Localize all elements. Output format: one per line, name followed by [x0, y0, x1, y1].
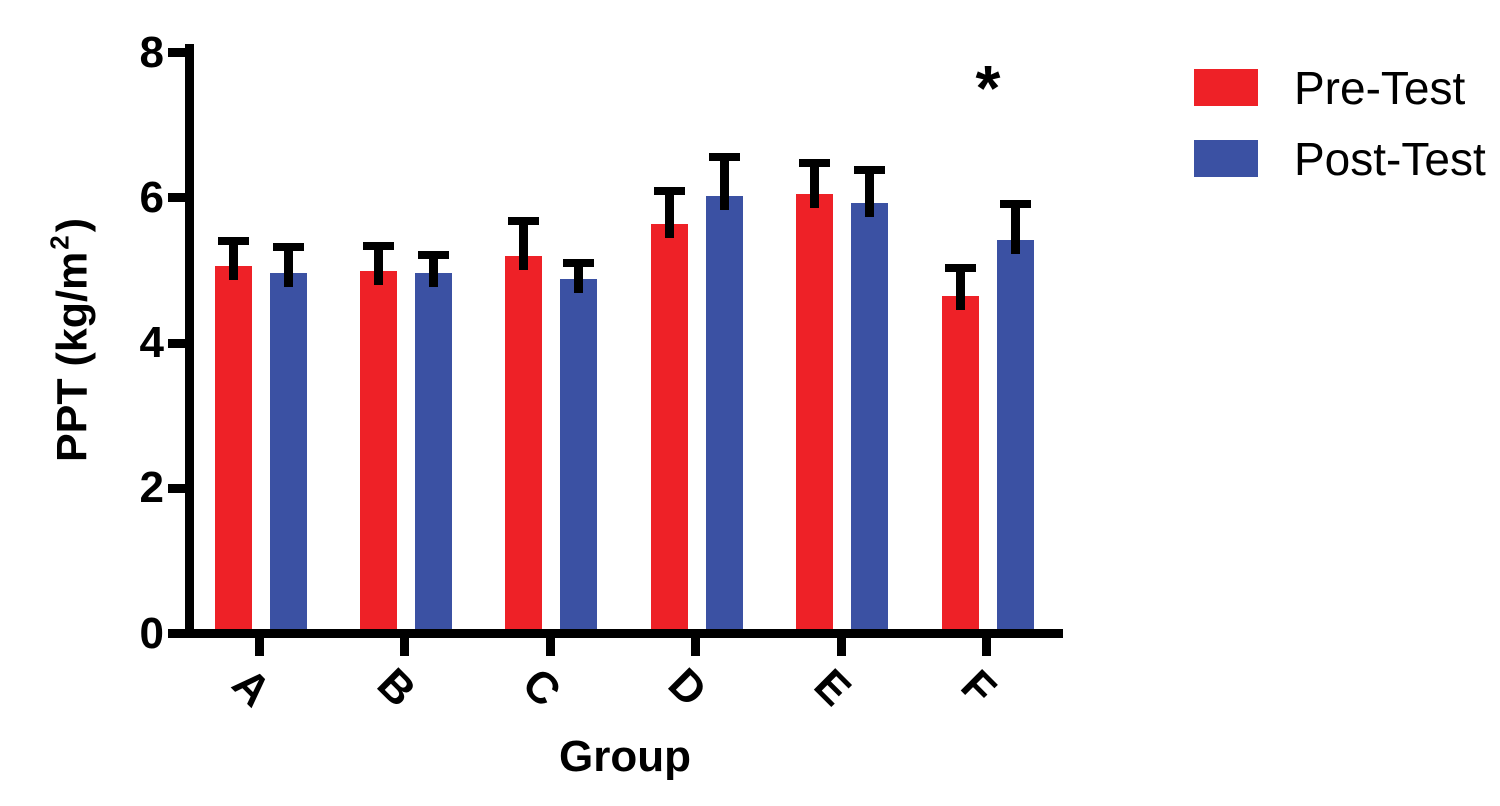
x-axis-title: Group: [559, 732, 691, 781]
x-category-label-C: C: [513, 659, 571, 717]
bar-post-test-F: [996, 240, 1034, 629]
bar-pre-test-D: [650, 223, 688, 629]
bar-post-test-A: [269, 273, 307, 629]
y-axis-title: PPT (kg/m2): [45, 218, 98, 462]
x-category-label-A: A: [222, 659, 280, 717]
y-axis-title-text: PPT (kg/m: [48, 251, 97, 463]
error-bar-stem-post-test-C: [574, 261, 584, 293]
bar-pre-test-E: [796, 193, 834, 629]
error-bar-cap-pre-test-C: [508, 217, 540, 226]
x-tick-B: [400, 637, 410, 656]
y-tick-6: [168, 193, 194, 203]
error-bar-stem-post-test-D: [719, 154, 729, 211]
y-tick-0: [168, 629, 194, 638]
error-bar-cap-post-test-B: [417, 250, 449, 259]
x-category-label-B: B: [367, 659, 425, 717]
error-bar-stem-pre-test-C: [519, 219, 529, 270]
y-tick-label-4: 4: [139, 318, 164, 367]
error-bar-stem-pre-test-F: [955, 265, 965, 310]
legend-swatch-post-test: [1194, 140, 1258, 177]
error-bar-cap-pre-test-A: [217, 236, 249, 245]
y-axis-title-close: ): [48, 217, 97, 233]
y-axis-title-superscript: 2: [44, 235, 75, 250]
x-axis-line: [185, 629, 1063, 638]
x-category-label-E: E: [804, 659, 861, 716]
error-bar-stem-post-test-A: [283, 245, 293, 288]
error-bar-stem-pre-test-D: [664, 188, 674, 238]
error-bar-cap-post-test-A: [272, 243, 304, 252]
legend-label-post-test: Post-Test: [1294, 133, 1486, 185]
error-bar-stem-post-test-F: [1010, 201, 1020, 255]
bar-pre-test-A: [214, 265, 252, 629]
x-tick-F: [982, 637, 991, 656]
bar-post-test-B: [414, 273, 452, 629]
y-tick-4: [168, 338, 194, 348]
y-tick-label-2: 2: [139, 463, 164, 513]
error-bar-cap-post-test-C: [563, 259, 595, 268]
legend-label-pre-test: Pre-Test: [1294, 62, 1466, 114]
x-tick-C: [545, 637, 555, 656]
error-bar-stem-post-test-E: [865, 167, 875, 218]
y-tick-8: [168, 48, 194, 57]
bar-post-test-C: [560, 278, 598, 629]
error-bar-cap-post-test-E: [854, 165, 886, 174]
y-tick-label-8: 8: [139, 27, 164, 77]
bar-pre-test-C: [505, 255, 543, 629]
error-bar-cap-pre-test-F: [944, 263, 976, 272]
error-bar-cap-pre-test-E: [799, 159, 831, 168]
bar-post-test-D: [705, 196, 743, 629]
error-bar-cap-pre-test-B: [362, 241, 394, 250]
y-tick-label-6: 6: [139, 172, 164, 222]
error-bar-cap-post-test-F: [999, 199, 1031, 208]
y-tick-label-0: 0: [139, 608, 164, 658]
bar-post-test-E: [851, 203, 889, 629]
legend-swatch-pre-test: [1194, 69, 1258, 106]
error-bar-stem-pre-test-B: [373, 243, 383, 285]
bar-pre-test-F: [941, 295, 979, 629]
x-tick-D: [691, 637, 701, 656]
error-bar-stem-post-test-B: [428, 252, 438, 288]
x-category-label-F: F: [951, 660, 1005, 715]
error-bar-cap-post-test-D: [708, 152, 740, 161]
error-bar-stem-pre-test-E: [810, 161, 820, 208]
error-bar-stem-pre-test-A: [228, 238, 238, 280]
x-tick-E: [836, 637, 846, 656]
x-category-label-D: D: [658, 659, 716, 717]
plot-area: 0 2 4 6 8 A B C D E F: [139, 27, 1063, 717]
x-tick-A: [255, 637, 264, 656]
error-bar-cap-pre-test-D: [653, 186, 685, 195]
significance-asterisk: *: [975, 52, 1001, 124]
y-tick-2: [168, 483, 194, 493]
bar-pre-test-B: [359, 270, 397, 629]
